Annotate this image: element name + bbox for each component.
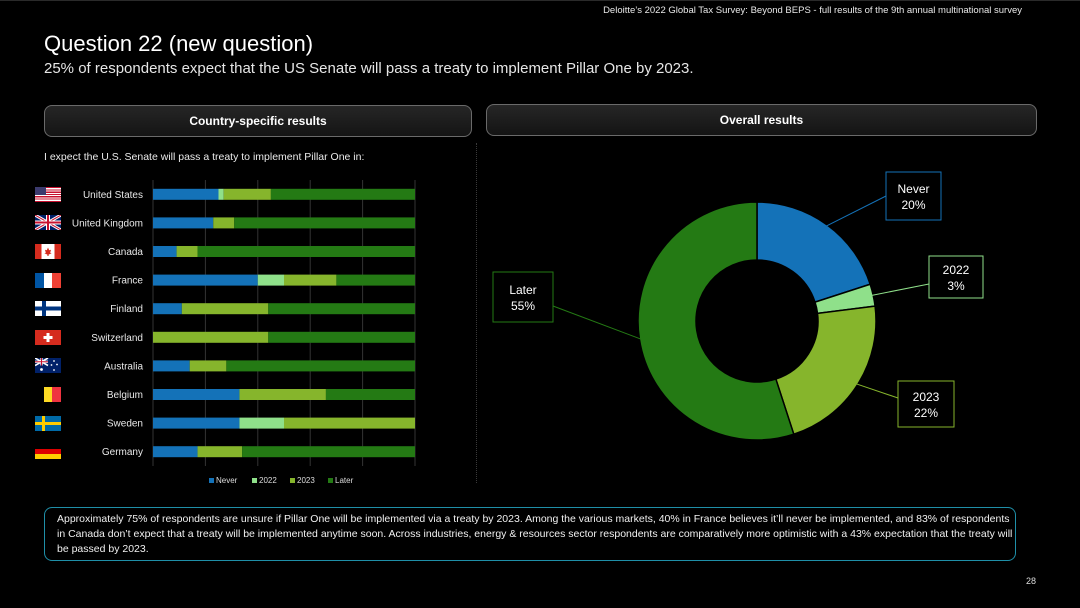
callout-value: 22%: [914, 406, 938, 420]
callout-label: Later: [509, 283, 536, 297]
callout-box: [928, 255, 984, 299]
page-number: 28: [1025, 576, 1036, 586]
callout-box: [492, 271, 554, 323]
switzerland-flag-icon: [35, 329, 61, 345]
category-label: United Kingdom: [72, 218, 143, 229]
bar-segment-2023: [223, 188, 271, 200]
legend-label: 2023: [297, 476, 315, 485]
page-title: Question 22 (new question): [44, 31, 314, 56]
bar-segment-2022: [218, 188, 224, 200]
donut-slice-later: [637, 201, 795, 441]
legend-swatch: [328, 478, 333, 483]
panel-divider: [476, 143, 477, 483]
donut-slice-2023: [774, 305, 877, 436]
bar-segment-never: [153, 360, 190, 372]
bar-segment-never: [153, 274, 258, 286]
callout-leader: [871, 283, 930, 296]
bar-segment-2023: [176, 246, 198, 257]
callout-label: Never: [897, 182, 929, 196]
category-label: Finland: [110, 304, 143, 315]
bar-segment-later: [325, 389, 415, 400]
category-label: Canada: [108, 247, 143, 258]
callout-leader: [552, 305, 642, 340]
bar-segment-later: [268, 303, 415, 315]
callout-value: 20%: [901, 198, 925, 212]
category-label: Switzerland: [91, 333, 143, 344]
sweden-flag-icon: [35, 415, 61, 431]
overall-results-button[interactable]: Overall results: [486, 104, 1037, 136]
callout-box: [897, 380, 955, 428]
callout-label: 2022: [943, 263, 970, 277]
bar-segment-later: [234, 217, 415, 229]
category-label: United States: [83, 190, 143, 201]
bar-segment-2023: [189, 360, 227, 372]
germany-flag-icon: [35, 444, 61, 460]
bar-segment-later: [268, 331, 415, 343]
bar-segment-2023: [213, 217, 235, 229]
legend-swatch: [290, 478, 295, 483]
bar-segment-2022: [257, 274, 284, 286]
page-subtitle: 25% of respondents expect that the US Se…: [44, 60, 694, 77]
bar-segment-never: [153, 446, 198, 458]
legend-label: Later: [335, 476, 354, 485]
country-results-button[interactable]: Country-specific results: [44, 105, 472, 137]
legend-swatch: [209, 478, 214, 483]
callout-leader: [855, 383, 899, 399]
bar-segment-never: [153, 417, 240, 429]
legend-label: Never: [216, 476, 238, 485]
bar-segment-never: [153, 246, 177, 257]
bar-segment-later: [336, 274, 415, 286]
legend-label: 2022: [259, 476, 277, 485]
uk-flag-icon: [35, 215, 61, 231]
legend-swatch: [252, 478, 257, 483]
australia-flag-icon: [35, 358, 61, 374]
category-label: Germany: [102, 447, 143, 458]
bar-segment-never: [153, 217, 214, 229]
summary-note: Approximately 75% of respondents are uns…: [44, 507, 1016, 561]
bar-segment-never: [153, 389, 240, 400]
callout-value: 3%: [947, 279, 965, 293]
callout-leader: [825, 195, 887, 227]
report-reference: Deloitte’s 2022 Global Tax Survey: Beyon…: [603, 5, 1022, 16]
france-flag-icon: [35, 272, 61, 288]
category-label: Australia: [104, 361, 143, 372]
canada-flag-icon: [35, 244, 61, 259]
callout-value: 55%: [511, 299, 535, 313]
callout-label: 2023: [913, 390, 940, 404]
bar-segment-2023: [284, 274, 337, 286]
belgium-flag-icon: [35, 387, 61, 402]
bar-segment-2023: [284, 417, 415, 429]
us-flag-icon: [35, 186, 61, 202]
bar-segment-later: [197, 246, 415, 257]
top-border: [0, 0, 1080, 1]
bar-segment-2023: [181, 303, 269, 315]
bar-segment-2023: [239, 389, 326, 400]
category-label: France: [112, 276, 144, 287]
bar-segment-2023: [197, 446, 243, 458]
bar-segment-later: [270, 188, 415, 200]
donut-slice-never: [756, 201, 872, 304]
category-label: Belgium: [107, 390, 143, 401]
bar-segment-never: [153, 188, 219, 200]
finland-flag-icon: [35, 301, 61, 317]
bar-segment-2023: [153, 331, 269, 343]
category-label: Sweden: [107, 419, 143, 430]
bar-segment-2022: [239, 417, 284, 429]
callout-box: [885, 171, 942, 221]
question-lead-text: I expect the U.S. Senate will pass a tre…: [44, 151, 365, 163]
bar-segment-later: [242, 446, 415, 458]
bar-segment-later: [226, 360, 415, 372]
bar-segment-never: [153, 303, 182, 315]
